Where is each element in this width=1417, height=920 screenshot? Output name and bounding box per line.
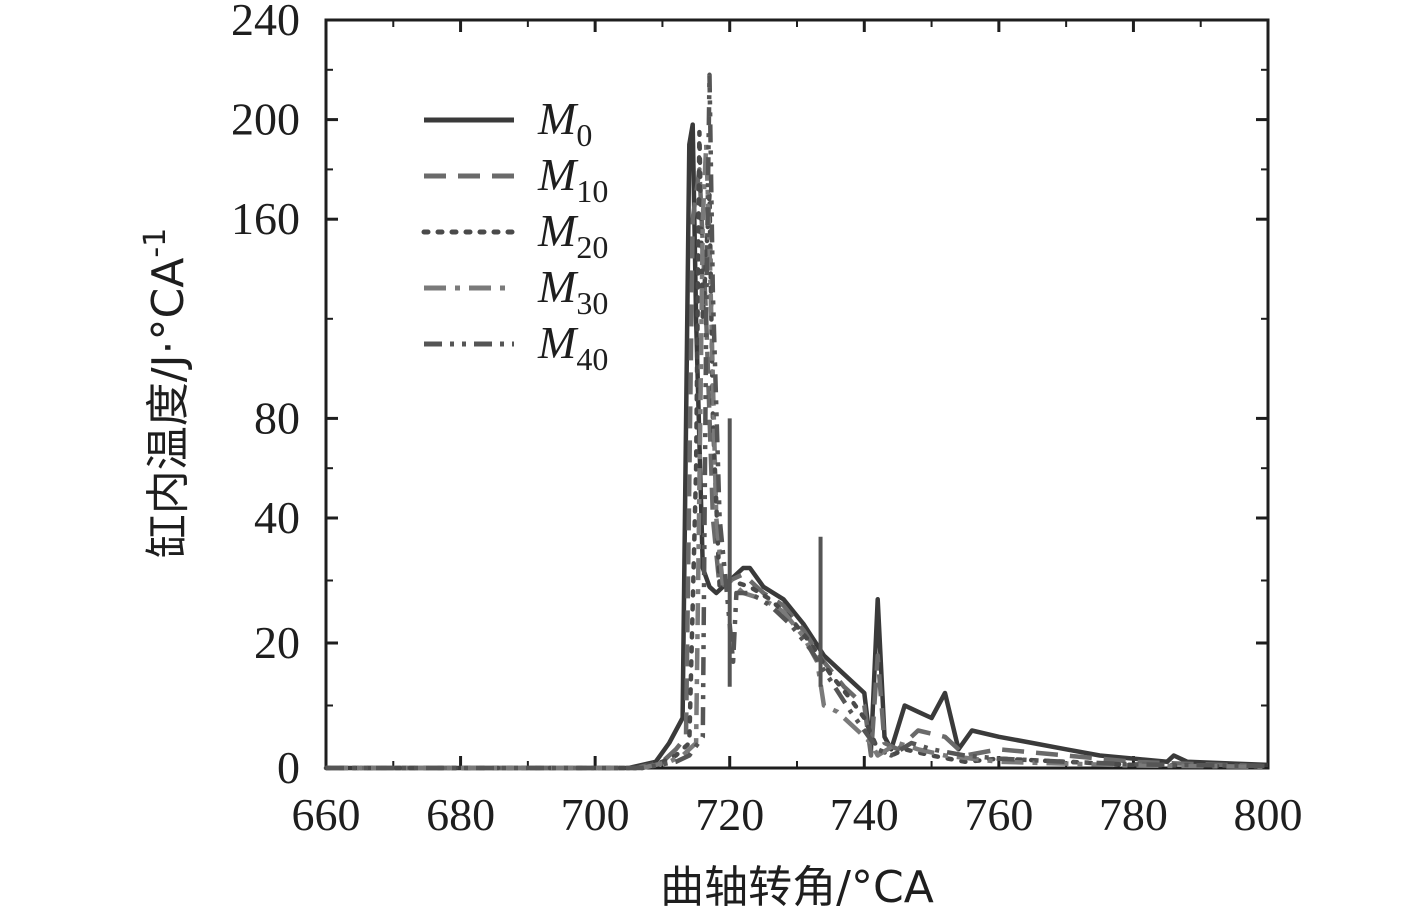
y-tick-label-200: 200 xyxy=(231,94,300,145)
y-axis-title-main: 缸内温度/J·°CA xyxy=(143,258,194,559)
x-tick-label-720: 720 xyxy=(695,789,764,840)
series-line-M30 xyxy=(326,142,1269,771)
legend-label-M0: M0 xyxy=(537,93,592,153)
legend-label-M20: M20 xyxy=(537,205,608,265)
x-tick-label-660: 660 xyxy=(292,789,361,840)
legend-label-M30: M30 xyxy=(537,261,608,321)
series-line-M40 xyxy=(326,72,1269,771)
x-tick-label-740: 740 xyxy=(830,789,899,840)
legend-label-M40: M40 xyxy=(537,317,608,377)
x-tick-label-700: 700 xyxy=(561,789,630,840)
y-tick-label-240: 240 xyxy=(231,0,300,45)
x-tick-label-760: 760 xyxy=(964,789,1033,840)
y-tick-label-40: 40 xyxy=(254,492,300,543)
x-axis-title: 曲轴转角/°CA xyxy=(660,862,934,913)
series-line-M10 xyxy=(326,167,1269,771)
spike-lines xyxy=(727,418,823,687)
y-axis-title-sup: -1 xyxy=(138,228,173,258)
svg-text:缸内温度/J·°CA-1: 缸内温度/J·°CA-1 xyxy=(138,228,194,559)
y-tick-label-20: 20 xyxy=(254,617,300,668)
axis-ticks xyxy=(324,18,1270,770)
y-tick-label-160: 160 xyxy=(231,193,300,244)
x-tick-labels: 660 680 700 720 740 760 780 800 xyxy=(292,789,1303,840)
x-tick-label-780: 780 xyxy=(1099,789,1168,840)
y-tick-label-80: 80 xyxy=(254,392,300,443)
plot-frame xyxy=(324,18,1270,770)
series-line-M0 xyxy=(326,122,1269,771)
x-tick-label-800: 800 xyxy=(1234,789,1303,840)
y-tick-label-0: 0 xyxy=(277,742,300,793)
series-lines xyxy=(323,72,1271,771)
y-axis-title: 缸内温度/J·°CA-1 xyxy=(138,228,194,559)
legend-label-M10: M10 xyxy=(537,149,608,209)
x-tick-label-680: 680 xyxy=(426,789,495,840)
series-line-M20 xyxy=(323,129,1271,771)
y-tick-labels: 0 20 40 80 160 200 240 xyxy=(231,0,300,793)
